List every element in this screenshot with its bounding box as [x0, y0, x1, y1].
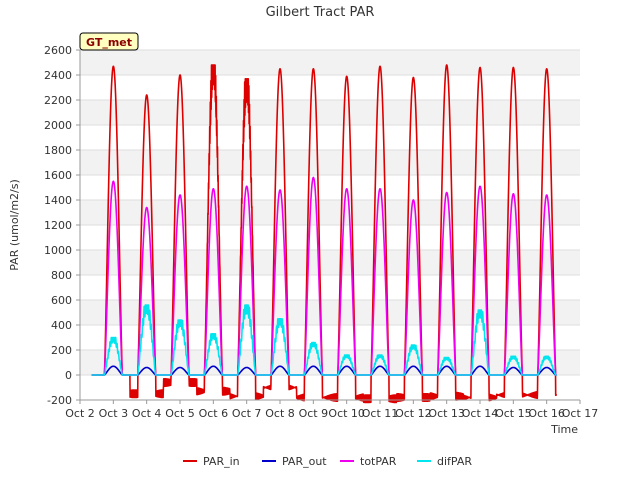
legend-label: PAR_out: [282, 455, 327, 468]
chart-title: Gilbert Tract PAR: [266, 5, 375, 20]
x-tick-label: Oct 7: [232, 407, 262, 420]
y-tick-label: 1200: [44, 219, 72, 232]
y-tick-label: 200: [51, 344, 72, 357]
grid-band: [80, 300, 580, 325]
y-tick-label: 2400: [44, 69, 72, 82]
x-tick-label: Oct 16: [528, 407, 565, 420]
legend-item-difpar: difPAR: [417, 455, 472, 468]
y-tick-label: -200: [47, 394, 72, 407]
y-axis-label: PAR (umol/m2/s): [8, 179, 21, 271]
y-tick-label: 1800: [44, 144, 72, 157]
x-tick-label: Oct 17: [562, 407, 599, 420]
y-tick-label: 600: [51, 294, 72, 307]
x-tick-label: Oct 10: [328, 407, 365, 420]
x-tick-label: Oct 5: [165, 407, 195, 420]
y-tick-label: 800: [51, 269, 72, 282]
x-tick-label: Oct 3: [99, 407, 129, 420]
y-tick-label: 1400: [44, 194, 72, 207]
grid-band: [80, 350, 580, 375]
series-line-par_in: [91, 64, 558, 404]
legend-item-par_in: PAR_in: [183, 455, 240, 468]
x-tick-labels: Oct 2 Oct 3 Oct 4 Oct 5 Oct 6 Oct 7 Oct 8 Oct 9…: [65, 407, 598, 420]
x-tick-label: Oct 12: [395, 407, 432, 420]
grid-band: [80, 50, 580, 75]
legend: PAR_in PAR_out totPAR difPAR: [183, 455, 472, 468]
y-tick-label: 1000: [44, 244, 72, 257]
badge-box: [79, 32, 139, 51]
legend-item-par_out: PAR_out: [262, 455, 327, 468]
y-tick-label: 1600: [44, 169, 72, 182]
legend-label: totPAR: [360, 455, 397, 468]
x-tick-label: Oct 9: [299, 407, 329, 420]
badge-label: GT_met: [86, 36, 132, 49]
y-tick-label: 2200: [44, 94, 72, 107]
legend-label: difPAR: [437, 455, 472, 468]
x-tick-label: Oct 14: [462, 407, 499, 420]
axes: [76, 49, 581, 404]
series-lines: [91, 64, 558, 404]
x-tick-label: Oct 13: [428, 407, 465, 420]
y-tick-label: 0: [65, 369, 72, 382]
x-tick-label: Oct 11: [362, 407, 399, 420]
y-tick-label: 400: [51, 319, 72, 332]
grid-band: [80, 150, 580, 175]
x-tick-label: Oct 15: [495, 407, 532, 420]
legend-label: PAR_in: [203, 455, 240, 468]
grid-band: [80, 200, 580, 225]
grid-band: [80, 250, 580, 275]
x-tick-label: Oct 6: [199, 407, 229, 420]
x-tick-label: Oct 8: [265, 407, 295, 420]
y-tick-label: 2000: [44, 119, 72, 132]
x-tick-label: Oct 4: [132, 407, 162, 420]
series-line-difpar: [91, 304, 558, 376]
x-axis-label: Time: [550, 423, 578, 436]
grid-band: [80, 100, 580, 125]
station-badge: GT_met: [79, 32, 139, 51]
y-tick-label: 2600: [44, 44, 72, 57]
y-tick-labels: -200 0 200 400 600 800 1000 1200 1400 1600 1800 200…: [44, 44, 72, 407]
legend-item-totpar: totPAR: [340, 455, 397, 468]
x-tick-label: Oct 2: [65, 407, 95, 420]
